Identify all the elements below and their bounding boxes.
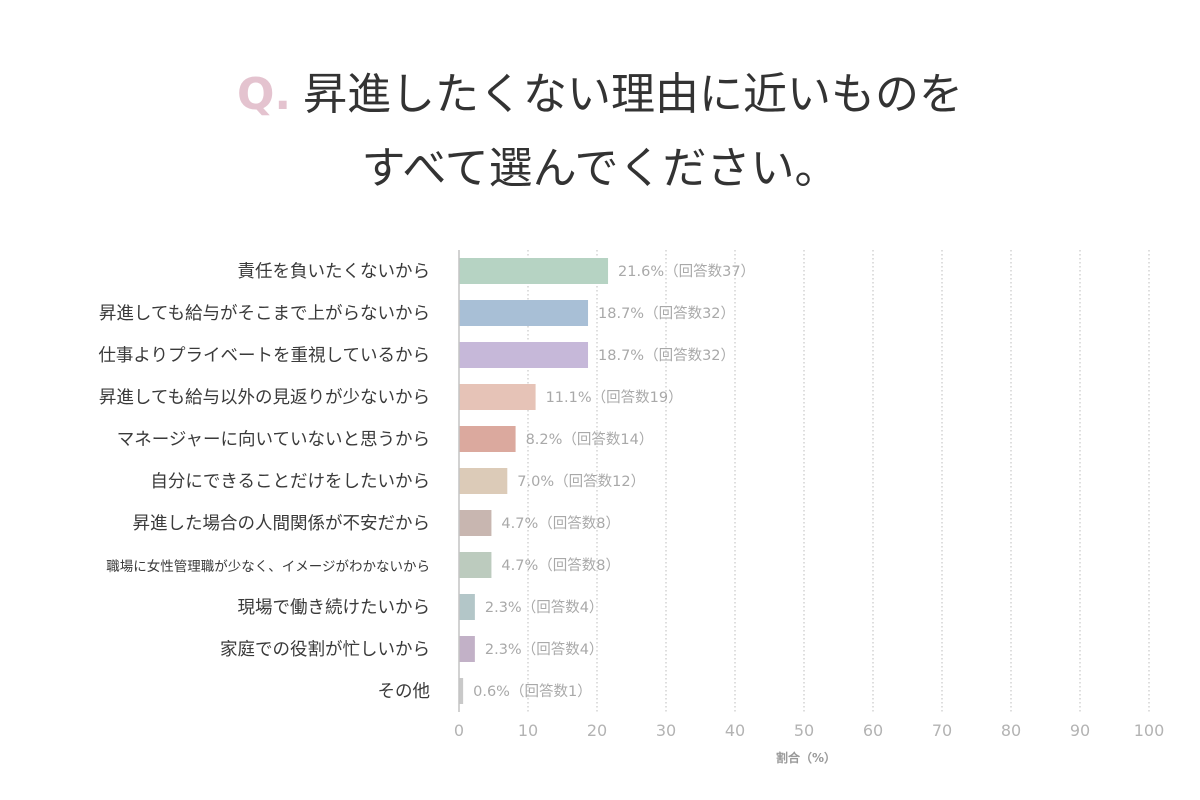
category-label: 昇進しても給与以外の見返りが少ないから — [99, 388, 430, 408]
page-title: Q. 昇進したくない理由に近いものを すべて選んでください。 — [0, 58, 1200, 206]
title-line-2: すべて選んでください。 — [361, 143, 839, 194]
x-tick-label: 10 — [518, 721, 538, 740]
question-marker: Q. — [236, 69, 292, 120]
bar — [459, 636, 475, 662]
category-label: 仕事よりプライベートを重視しているから — [98, 346, 430, 366]
x-tick-label: 0 — [454, 721, 464, 740]
category-label: 昇進した場合の人間関係が不安だから — [133, 514, 431, 534]
x-tick-label: 100 — [1134, 721, 1165, 740]
category-label: その他 — [378, 682, 431, 702]
category-label: マネージャーに向いていないと思うから — [117, 430, 430, 450]
data-label: 4.7%（回答数8） — [501, 515, 620, 532]
x-tick-label: 30 — [656, 721, 676, 740]
category-label: 責任を負いたくないから — [238, 262, 431, 282]
data-label: 2.3%（回答数4） — [485, 641, 604, 658]
category-label: 昇進しても給与がそこまで上がらないから — [99, 304, 430, 324]
data-label: 11.1%（回答数19） — [546, 389, 683, 406]
data-label: 7.0%（回答数12） — [517, 473, 645, 490]
x-tick-label: 70 — [932, 721, 952, 740]
x-axis-label: 割合（%） — [776, 750, 836, 765]
bar — [459, 258, 609, 284]
data-label: 8.2%（回答数14） — [526, 431, 654, 448]
data-label: 18.7%（回答数32） — [598, 347, 735, 364]
x-tick-label: 80 — [1001, 721, 1021, 740]
x-tick-label: 40 — [725, 721, 745, 740]
data-label: 4.7%（回答数8） — [501, 557, 620, 574]
data-label: 0.6%（回答数1） — [473, 683, 592, 700]
x-tick-label: 60 — [863, 721, 883, 740]
x-tick-label: 50 — [794, 721, 814, 740]
x-tick-label: 20 — [587, 721, 607, 740]
bar — [459, 300, 589, 326]
data-label: 21.6%（回答数37） — [618, 263, 755, 280]
bar — [459, 594, 475, 620]
data-label: 2.3%（回答数4） — [485, 599, 604, 616]
title-line-1: 昇進したくない理由に近いものを — [303, 69, 964, 120]
category-label: 家庭での役割が忙しいから — [220, 640, 430, 660]
category-label: 現場で働き続けたいから — [238, 598, 431, 618]
bar — [459, 426, 516, 452]
bar — [459, 552, 492, 578]
data-label: 18.7%（回答数32） — [598, 305, 735, 322]
bar — [459, 510, 492, 536]
x-tick-label: 90 — [1070, 721, 1090, 740]
category-label: 自分にできることだけをしたいから — [150, 472, 430, 492]
bar — [459, 384, 536, 410]
category-label: 職場に女性管理職が少なく、イメージがわかないから — [106, 558, 430, 575]
bar — [459, 342, 589, 368]
bar — [459, 468, 508, 494]
bar — [459, 678, 464, 704]
